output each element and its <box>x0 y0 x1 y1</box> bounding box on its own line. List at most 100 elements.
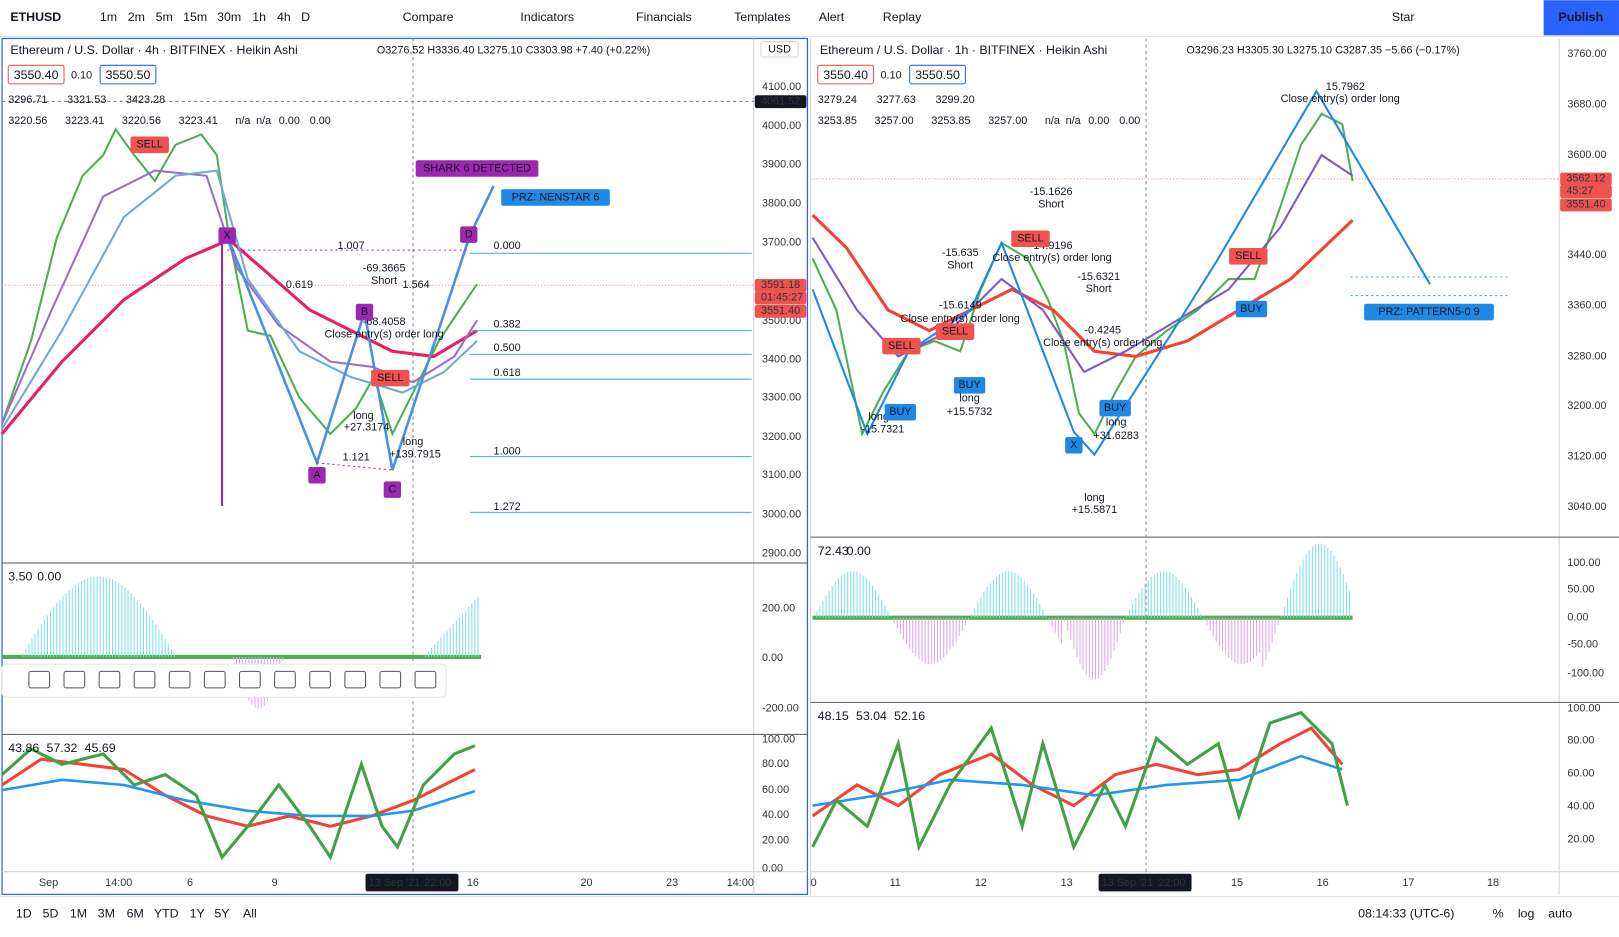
buy-box <box>99 64 157 85</box>
symbol[interactable]: ETHUSD <box>10 10 61 24</box>
drawing-tool[interactable] <box>168 670 191 689</box>
annotation: +139.7915 <box>389 448 441 460</box>
drawing-tool[interactable] <box>309 670 331 689</box>
drawing-tool[interactable] <box>203 670 226 689</box>
annotation: B <box>361 306 368 318</box>
interval[interactable]: 5m <box>156 10 173 24</box>
price-tick: 3120.00 <box>1567 450 1606 462</box>
interval[interactable]: 1h <box>252 10 266 24</box>
fib-lines <box>469 252 752 513</box>
range-button[interactable]: YTD <box>154 906 179 920</box>
interval[interactable]: 2m <box>128 10 145 24</box>
legend-value: 3321.53 <box>67 94 106 106</box>
osc-value: 3.50 <box>8 570 32 584</box>
rsi-tick: 20.00 <box>762 835 789 847</box>
osc-tick: -100.00 <box>1567 667 1604 679</box>
buy-price[interactable]: 3550.50 <box>106 68 151 82</box>
annotation: SELL <box>1235 250 1262 262</box>
osc-tick: -50.00 <box>1567 638 1598 650</box>
drawing-tool[interactable] <box>379 670 402 689</box>
annotation: SHARK 6 DETECTED <box>423 162 531 174</box>
chart-header: Ethereum / U.S. Dollar · 4h · BITFINEX ·… <box>10 43 297 57</box>
log-toggle[interactable]: log <box>1518 906 1535 920</box>
time-tick: 14:00 <box>727 877 754 889</box>
drawing-tool[interactable] <box>239 670 261 689</box>
annotation: X <box>224 230 231 242</box>
range-button[interactable]: 1M <box>70 906 87 920</box>
rsi-value: 57.32 <box>46 741 77 755</box>
layout-name[interactable]: Star <box>1392 10 1415 24</box>
toolbar-button[interactable]: Compare <box>403 10 454 24</box>
annotation-tag <box>501 189 610 206</box>
interval[interactable]: 15m <box>183 10 207 24</box>
time-tick: 13 Sep '21 <box>1102 877 1153 889</box>
range-button[interactable]: 5D <box>43 906 59 920</box>
rsi-tick: 80.00 <box>1567 734 1594 746</box>
range-button[interactable]: 6M <box>127 906 144 920</box>
rsi-line <box>1 778 476 818</box>
publish-label[interactable]: Publish <box>1558 10 1603 24</box>
histogram <box>22 543 1351 709</box>
range-button[interactable]: 1Y <box>190 906 205 920</box>
range-button[interactable]: 3M <box>98 906 115 920</box>
drawing-tool[interactable] <box>98 670 121 689</box>
rsi-tick: 60.00 <box>762 784 789 796</box>
drawing-tool[interactable] <box>414 670 437 689</box>
price-tick: 3280.00 <box>1567 350 1606 362</box>
rsi-value: 48.15 <box>818 709 849 723</box>
toolbar-button[interactable]: Templates <box>734 10 790 24</box>
annotation: Close entry(s) order long <box>1043 337 1162 349</box>
annotation-tag <box>218 227 236 244</box>
rsi-value: 52.16 <box>894 709 925 723</box>
osc-tick: 50.00 <box>1567 584 1594 596</box>
price-tick: 3900.00 <box>762 158 801 170</box>
publish-button[interactable] <box>1543 0 1619 36</box>
annotation-tag <box>130 136 169 154</box>
percent-toggle[interactable]: % <box>1493 906 1504 920</box>
rsi-line <box>1 744 476 861</box>
toolbar-button[interactable]: Financials <box>636 10 692 24</box>
annotation-tag <box>355 303 374 321</box>
annotation: -0.4245 <box>1084 325 1121 337</box>
toolbar-button[interactable]: Indicators <box>520 10 574 24</box>
left-pane-frame <box>1 37 809 896</box>
legend-value: 3223.41 <box>179 115 218 127</box>
interval[interactable]: 1m <box>100 10 117 24</box>
osc-tick: 100.00 <box>1567 557 1600 569</box>
auto-toggle[interactable]: auto <box>1548 906 1572 920</box>
range-button[interactable]: 5Y <box>214 906 229 920</box>
annotation-tag <box>935 323 975 340</box>
annotation: SELL <box>888 340 915 352</box>
annotation-tag <box>383 481 402 498</box>
annotation-tag <box>460 226 478 243</box>
rsi-tick: 80.00 <box>762 758 789 770</box>
legend-value: 3223.41 <box>65 115 104 127</box>
toolbar-button[interactable]: Alert <box>819 10 845 24</box>
legend-value: n/a <box>256 115 272 127</box>
drawing-tool[interactable] <box>133 670 156 689</box>
annotation-tag <box>882 337 921 355</box>
interval[interactable]: 4h <box>277 10 291 24</box>
buy-price[interactable]: 3550.50 <box>915 68 960 82</box>
sell-price[interactable]: 3550.40 <box>14 68 59 82</box>
range-button[interactable]: 1D <box>16 906 32 920</box>
fib-level: 0.618 <box>494 367 521 379</box>
price-tick: 3440.00 <box>1567 249 1606 261</box>
interval[interactable]: D <box>301 10 310 24</box>
drawing-tool[interactable] <box>274 670 296 689</box>
drawing-tool[interactable] <box>63 670 86 689</box>
rsi-line <box>812 754 1343 807</box>
time-tick: 16 <box>467 877 479 889</box>
range-button[interactable]: All <box>243 906 257 920</box>
sell-price[interactable]: 3550.40 <box>823 68 868 82</box>
rsi-tick: 60.00 <box>1567 767 1594 779</box>
moving-average <box>1 169 478 430</box>
price-tick: 3700.00 <box>762 237 801 249</box>
drawing-tool[interactable] <box>344 670 367 689</box>
drawing-tool[interactable] <box>28 670 51 689</box>
toolbar-button[interactable]: Replay <box>883 10 922 24</box>
interval[interactable]: 30m <box>217 10 241 24</box>
annotation: -15.7321 <box>861 424 904 436</box>
legend-value: 0.00 <box>279 115 300 127</box>
drawing-toolbar[interactable] <box>1 663 447 698</box>
